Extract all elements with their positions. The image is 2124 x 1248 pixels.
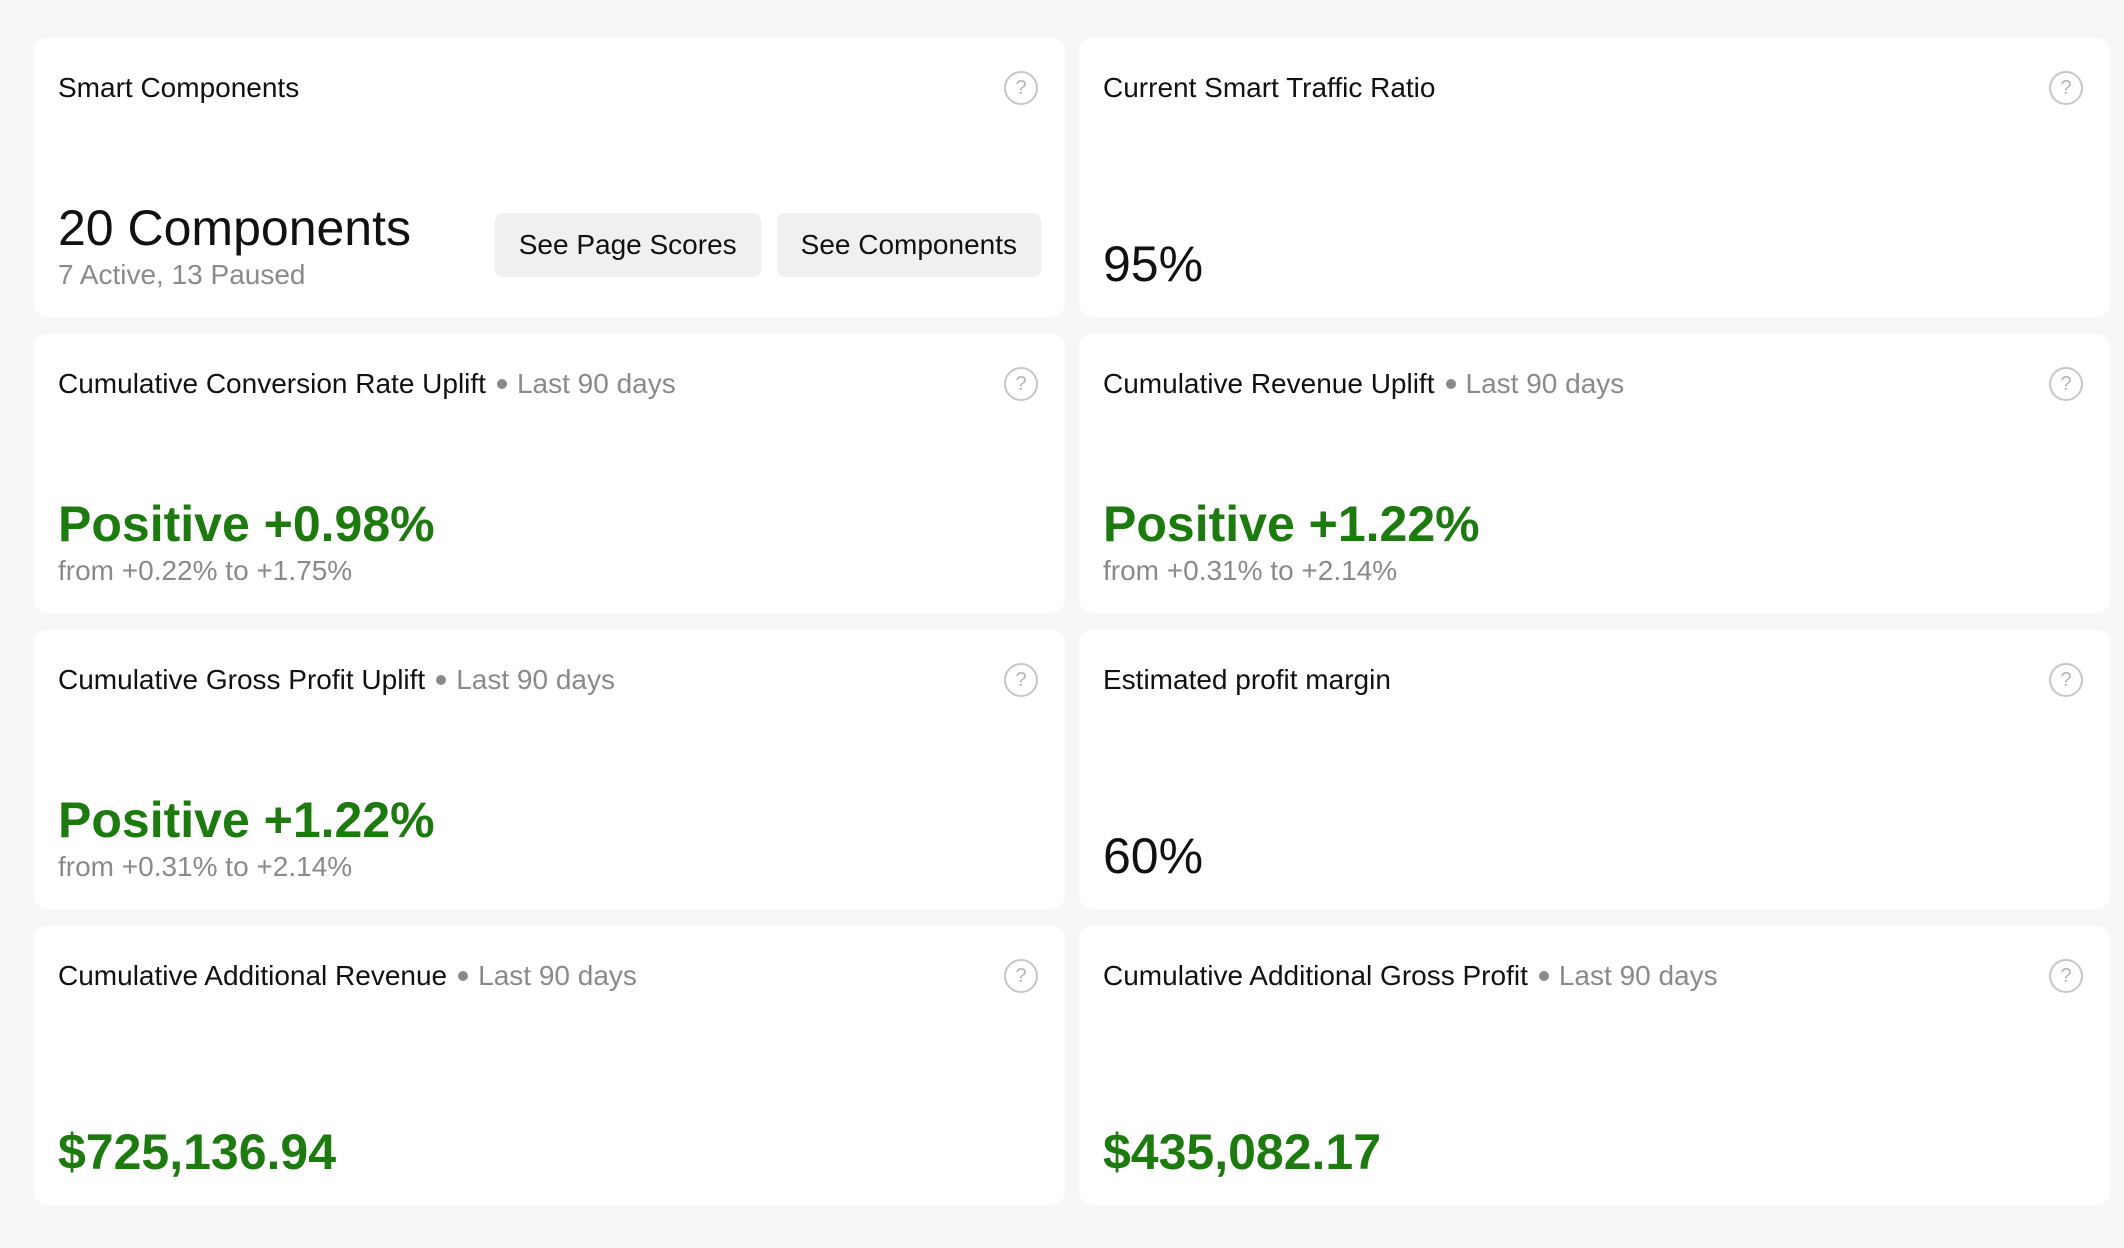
- card-body: Positive +1.22% from +0.31% to +2.14%: [1103, 495, 2086, 589]
- card-period: Last 90 days: [456, 664, 615, 695]
- components-summary: 20 Components 7 Active, 13 Paused: [58, 199, 411, 293]
- card-title: Cumulative Revenue Uplift Last 90 days: [1103, 366, 1624, 402]
- separator-dot: [1445, 379, 1456, 389]
- card-header: Estimated profit margin ?: [1103, 658, 2086, 702]
- see-components-button[interactable]: See Components: [776, 213, 1041, 277]
- additional-revenue-card: Cumulative Additional Revenue Last 90 da…: [34, 926, 1065, 1205]
- card-period: Last 90 days: [1558, 960, 1718, 991]
- card-header: Cumulative Additional Revenue Last 90 da…: [58, 954, 1041, 998]
- see-page-scores-button[interactable]: See Page Scores: [494, 213, 761, 277]
- conversion-rate-uplift-card: Cumulative Conversion Rate Uplift Last 9…: [34, 334, 1065, 613]
- card-header: Cumulative Additional Gross Profit Last …: [1103, 954, 2086, 998]
- card-title-text: Cumulative Additional Gross Profit: [1103, 960, 1528, 991]
- help-icon[interactable]: ?: [2049, 959, 2083, 993]
- separator-dot: [496, 379, 507, 389]
- card-title: Cumulative Conversion Rate Uplift Last 9…: [58, 366, 676, 402]
- smart-traffic-ratio-card: Current Smart Traffic Ratio ? 95%: [1079, 38, 2110, 317]
- card-title-text: Cumulative Revenue Uplift: [1103, 368, 1435, 399]
- traffic-ratio-value: 95%: [1103, 236, 1204, 292]
- card-header: Cumulative Revenue Uplift Last 90 days ?: [1103, 362, 2086, 406]
- card-body: 60%: [1103, 827, 2086, 885]
- additional-gross-profit-card: Cumulative Additional Gross Profit Last …: [1079, 926, 2110, 1205]
- revenue-uplift-range: from +0.31% to +2.14%: [1103, 555, 1398, 586]
- card-body: 20 Components 7 Active, 13 Paused See Pa…: [58, 199, 1041, 293]
- revenue-uplift-card: Cumulative Revenue Uplift Last 90 days ?…: [1079, 334, 2110, 613]
- card-period: Last 90 days: [1465, 368, 1625, 399]
- gross-profit-uplift-value: Positive +1.22%: [58, 792, 435, 848]
- separator-dot: [1538, 971, 1549, 981]
- card-period: Last 90 days: [516, 368, 676, 399]
- gross-profit-uplift-card: Cumulative Gross Profit Uplift Last 90 d…: [34, 630, 1065, 909]
- card-header: Cumulative Conversion Rate Uplift Last 9…: [58, 362, 1041, 406]
- card-body: $435,082.17: [1103, 1123, 2086, 1181]
- gross-profit-uplift-range: from +0.31% to +2.14%: [58, 851, 353, 882]
- components-status: 7 Active, 13 Paused: [58, 259, 306, 290]
- separator-dot: [436, 675, 447, 685]
- help-icon[interactable]: ?: [1004, 959, 1038, 993]
- components-count: 20 Components: [58, 200, 412, 256]
- card-title-text: Cumulative Conversion Rate Uplift: [58, 368, 486, 399]
- profit-margin-value: 60%: [1103, 828, 1204, 884]
- help-icon[interactable]: ?: [2049, 663, 2083, 697]
- card-body: Positive +1.22% from +0.31% to +2.14%: [58, 791, 1041, 885]
- card-title: Cumulative Additional Gross Profit Last …: [1103, 958, 1718, 994]
- card-title-text: Smart Components: [58, 72, 300, 103]
- conversion-uplift-value: Positive +0.98%: [58, 496, 435, 552]
- revenue-uplift-value: Positive +1.22%: [1103, 496, 1480, 552]
- card-body: 95%: [1103, 235, 2086, 293]
- conversion-uplift-range: from +0.22% to +1.75%: [58, 555, 353, 586]
- card-title-text: Cumulative Additional Revenue: [58, 960, 448, 991]
- additional-revenue-value: $725,136.94: [58, 1124, 337, 1180]
- additional-gross-profit-value: $435,082.17: [1103, 1124, 1382, 1180]
- dashboard-grid: Smart Components ? 20 Components 7 Activ…: [34, 38, 2110, 1206]
- profit-margin-card: Estimated profit margin ? 60%: [1079, 630, 2110, 909]
- card-body: $725,136.94: [58, 1123, 1041, 1181]
- card-title: Estimated profit margin: [1103, 662, 1391, 698]
- card-title-text: Cumulative Gross Profit Uplift: [58, 664, 426, 695]
- help-icon[interactable]: ?: [1004, 367, 1038, 401]
- card-header: Current Smart Traffic Ratio ?: [1103, 66, 2086, 110]
- separator-dot: [458, 971, 469, 981]
- card-header: Smart Components ?: [58, 66, 1041, 110]
- smart-components-card: Smart Components ? 20 Components 7 Activ…: [34, 38, 1065, 317]
- help-icon[interactable]: ?: [2049, 367, 2083, 401]
- card-header: Cumulative Gross Profit Uplift Last 90 d…: [58, 658, 1041, 702]
- card-title: Smart Components: [58, 70, 299, 106]
- card-title: Cumulative Gross Profit Uplift Last 90 d…: [58, 662, 615, 698]
- card-title-text: Current Smart Traffic Ratio: [1103, 72, 1436, 103]
- card-title-text: Estimated profit margin: [1103, 664, 1391, 695]
- card-title: Cumulative Additional Revenue Last 90 da…: [58, 958, 637, 994]
- card-period: Last 90 days: [478, 960, 637, 991]
- card-body: Positive +0.98% from +0.22% to +1.75%: [58, 495, 1041, 589]
- card-title: Current Smart Traffic Ratio: [1103, 70, 1435, 106]
- help-icon[interactable]: ?: [1004, 663, 1038, 697]
- help-icon[interactable]: ?: [1004, 71, 1038, 105]
- components-actions: See Page Scores See Components: [494, 213, 1041, 277]
- help-icon[interactable]: ?: [2049, 71, 2083, 105]
